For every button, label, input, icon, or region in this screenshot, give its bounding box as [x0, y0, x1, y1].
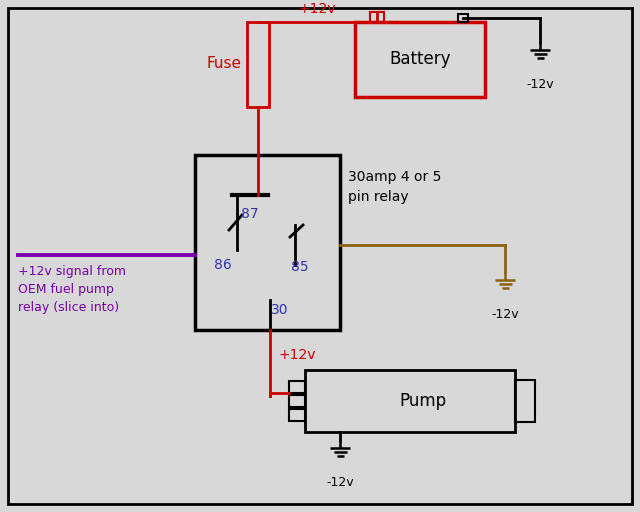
Bar	[515, 380, 535, 422]
Bar	[289, 381, 305, 393]
Text: Fuse: Fuse	[207, 56, 242, 72]
Bar	[247, 22, 269, 107]
Text: 30amp 4 or 5
pin relay: 30amp 4 or 5 pin relay	[348, 170, 442, 203]
Bar	[458, 14, 468, 22]
Bar	[370, 12, 384, 22]
Text: 86: 86	[214, 258, 232, 272]
Bar	[355, 22, 485, 97]
Text: Pump: Pump	[399, 392, 446, 410]
Bar	[305, 370, 515, 432]
Text: 87: 87	[241, 207, 259, 221]
Text: 30: 30	[271, 303, 289, 317]
Bar	[289, 409, 305, 421]
Text: Battery: Battery	[389, 51, 451, 69]
Text: +12v: +12v	[278, 348, 316, 362]
Text: -12v: -12v	[491, 308, 519, 321]
Bar	[289, 395, 305, 407]
Bar	[195, 155, 340, 330]
Text: +12v signal from
OEM fuel pump
relay (slice into): +12v signal from OEM fuel pump relay (sl…	[18, 265, 126, 314]
Text: -12v: -12v	[326, 476, 354, 489]
Text: -12v: -12v	[526, 78, 554, 91]
Text: 85: 85	[291, 260, 309, 274]
Text: +12v: +12v	[298, 2, 336, 16]
